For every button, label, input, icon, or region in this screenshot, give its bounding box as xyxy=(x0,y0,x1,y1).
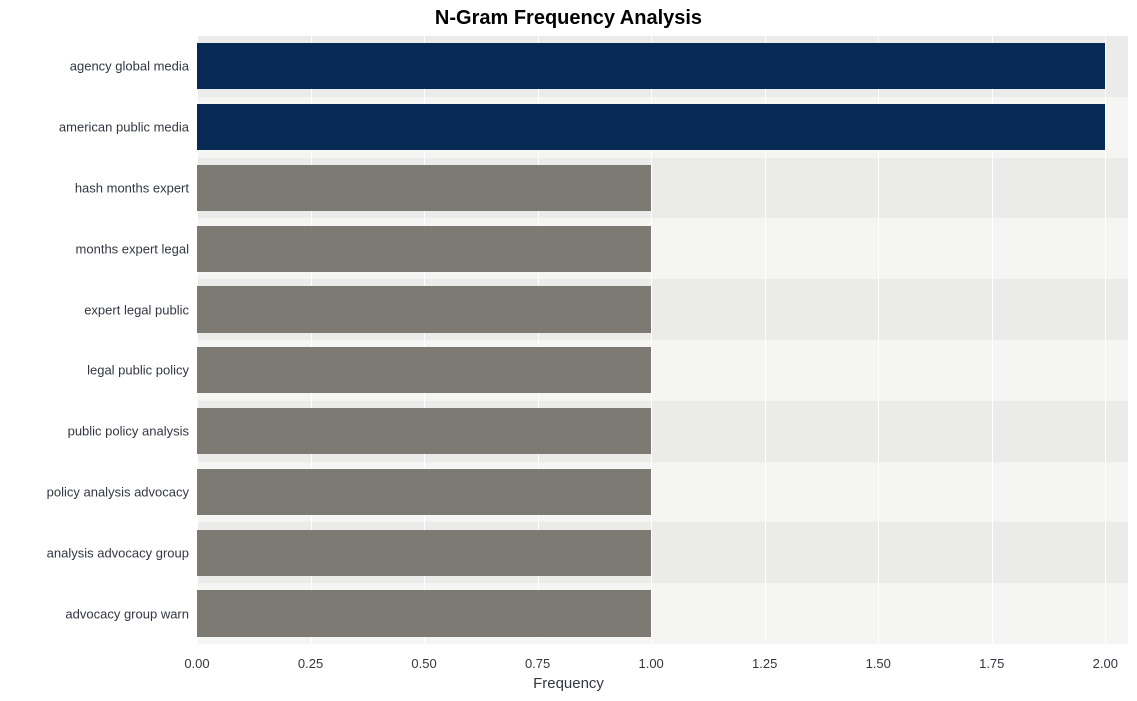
y-tick-label: months expert legal xyxy=(76,241,189,256)
x-tick-label: 1.50 xyxy=(866,656,891,671)
y-tick-label: analysis advocacy group xyxy=(47,545,189,560)
ngram-bar-chart: N-Gram Frequency Analysis Frequency 0.00… xyxy=(0,0,1137,701)
bar xyxy=(197,165,651,211)
bar xyxy=(197,43,1105,89)
bar xyxy=(197,469,651,515)
bar xyxy=(197,347,651,393)
y-tick-label: expert legal public xyxy=(84,302,189,317)
bar xyxy=(197,590,651,636)
x-tick-label: 1.25 xyxy=(752,656,777,671)
plot-area xyxy=(197,36,1128,644)
grid-line xyxy=(1105,36,1106,644)
y-tick-label: agency global media xyxy=(70,59,189,74)
y-tick-label: american public media xyxy=(59,120,189,135)
y-tick-label: advocacy group warn xyxy=(65,606,189,621)
y-tick-label: hash months expert xyxy=(75,181,189,196)
bar xyxy=(197,226,651,272)
bar xyxy=(197,286,651,332)
x-tick-label: 2.00 xyxy=(1093,656,1118,671)
y-tick-label: legal public policy xyxy=(87,363,189,378)
bar xyxy=(197,530,651,576)
x-tick-label: 1.00 xyxy=(638,656,663,671)
y-tick-label: public policy analysis xyxy=(68,424,189,439)
bar xyxy=(197,408,651,454)
x-tick-label: 0.25 xyxy=(298,656,323,671)
x-tick-label: 0.75 xyxy=(525,656,550,671)
x-tick-label: 1.75 xyxy=(979,656,1004,671)
chart-title: N-Gram Frequency Analysis xyxy=(0,7,1137,30)
x-tick-label: 0.50 xyxy=(411,656,436,671)
y-tick-label: policy analysis advocacy xyxy=(47,485,189,500)
x-axis-label: Frequency xyxy=(0,675,1137,692)
bar xyxy=(197,104,1105,150)
x-tick-label: 0.00 xyxy=(184,656,209,671)
